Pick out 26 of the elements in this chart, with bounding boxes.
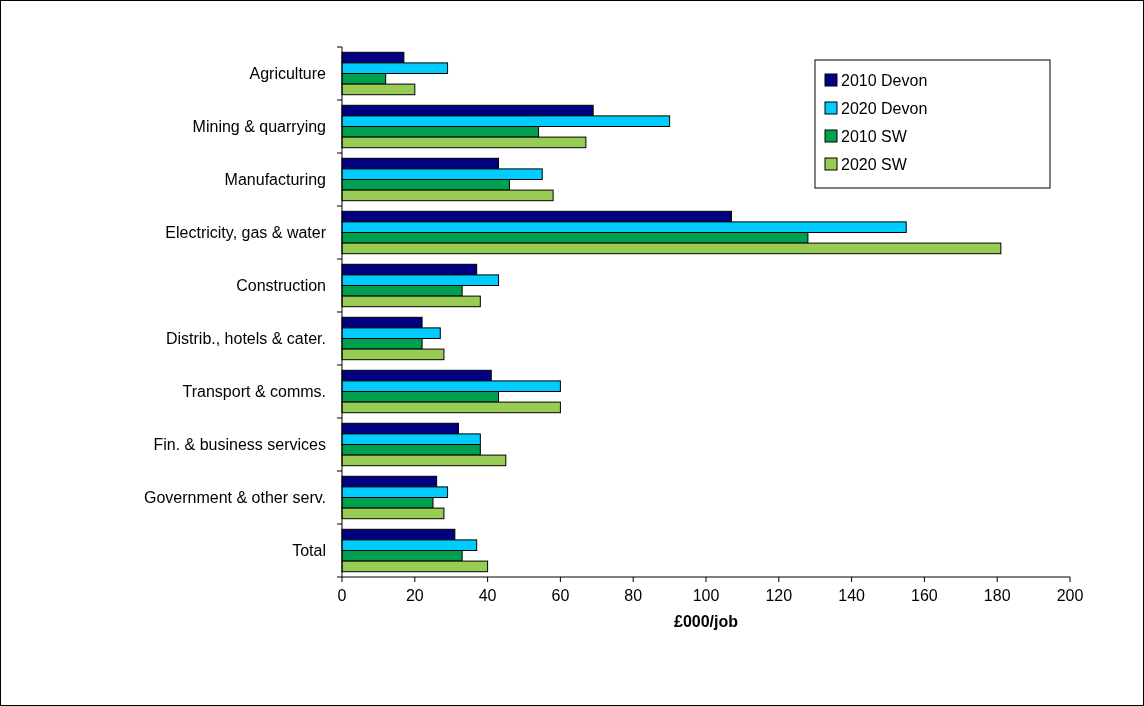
y-tick-label: Government & other serv. [144,489,326,507]
y-tick-label: Manufacturing [224,171,326,189]
x-tick-label: 100 [692,587,720,604]
legend-label: 2020 Devon [841,99,928,117]
y-tick-label: Electricity, gas & water [165,224,327,242]
y-tick-label: Mining & quarrying [192,118,326,136]
y-tick-label: Total [292,542,326,560]
x-tick-label: 160 [911,587,938,604]
x-tick-label: 20 [405,587,424,604]
y-tick-label: Agriculture [249,65,327,83]
x-tick-label: 40 [478,587,497,604]
y-tick-label: Fin. & business services [153,436,326,454]
x-axis-title: £000/job [673,613,739,630]
y-tick-label: Distrib., hotels & cater. [165,330,326,348]
legend-label: 2010 SW [841,127,908,145]
x-tick-label: 0 [337,587,347,604]
x-tick-label: 120 [765,587,793,604]
x-tick-label: 60 [551,587,570,604]
x-tick-label: 200 [1056,587,1084,604]
y-tick-label: Transport & comms. [182,383,326,401]
x-tick-label: 140 [838,587,866,604]
legend-label: 2010 Devon [841,71,928,89]
y-tick-label: Construction [236,277,326,295]
x-tick-label: 80 [624,587,643,604]
legend-label: 2020 SW [841,155,908,173]
x-tick-label: 180 [983,587,1011,604]
